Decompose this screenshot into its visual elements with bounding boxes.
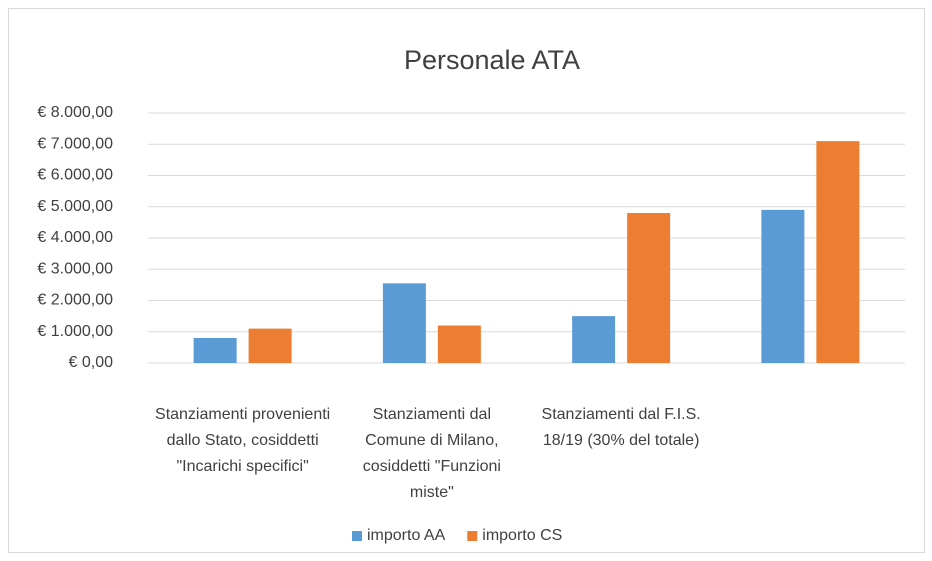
y-tick-label: € 7.000,00 <box>37 135 113 152</box>
y-tick-label: € 6.000,00 <box>37 167 113 184</box>
bar <box>437 325 481 363</box>
legend-swatch <box>352 531 362 541</box>
bar <box>382 283 426 363</box>
y-tick-label: € 1.000,00 <box>37 323 113 340</box>
legend-label: importo AA <box>367 527 446 544</box>
x-tick-label: Stanziamenti dal Comune di Milano, cosidde… <box>363 406 501 501</box>
bar <box>816 141 860 363</box>
bar <box>193 338 237 363</box>
bar <box>248 328 292 363</box>
chart-title: Personale ATA <box>404 45 580 75</box>
x-tick-label: Stanziamenti provenienti dallo Stato, cos… <box>155 406 330 475</box>
bar <box>761 209 805 363</box>
y-tick-label: € 0,00 <box>69 354 114 371</box>
y-tick-label: € 3.000,00 <box>37 260 113 277</box>
bar <box>627 213 671 363</box>
legend-swatch <box>467 531 478 541</box>
y-tick-label: € 2.000,00 <box>37 292 113 309</box>
y-tick-label: € 4.000,00 <box>37 229 113 246</box>
y-tick-label: € 8.000,00 <box>37 104 113 121</box>
bar <box>572 316 616 363</box>
legend-label: importo CS <box>482 527 562 544</box>
y-tick-label: € 5.000,00 <box>37 198 113 215</box>
x-tick-label: Stanziamenti dal F.I.S. 18/19 (30% del to… <box>542 406 701 449</box>
